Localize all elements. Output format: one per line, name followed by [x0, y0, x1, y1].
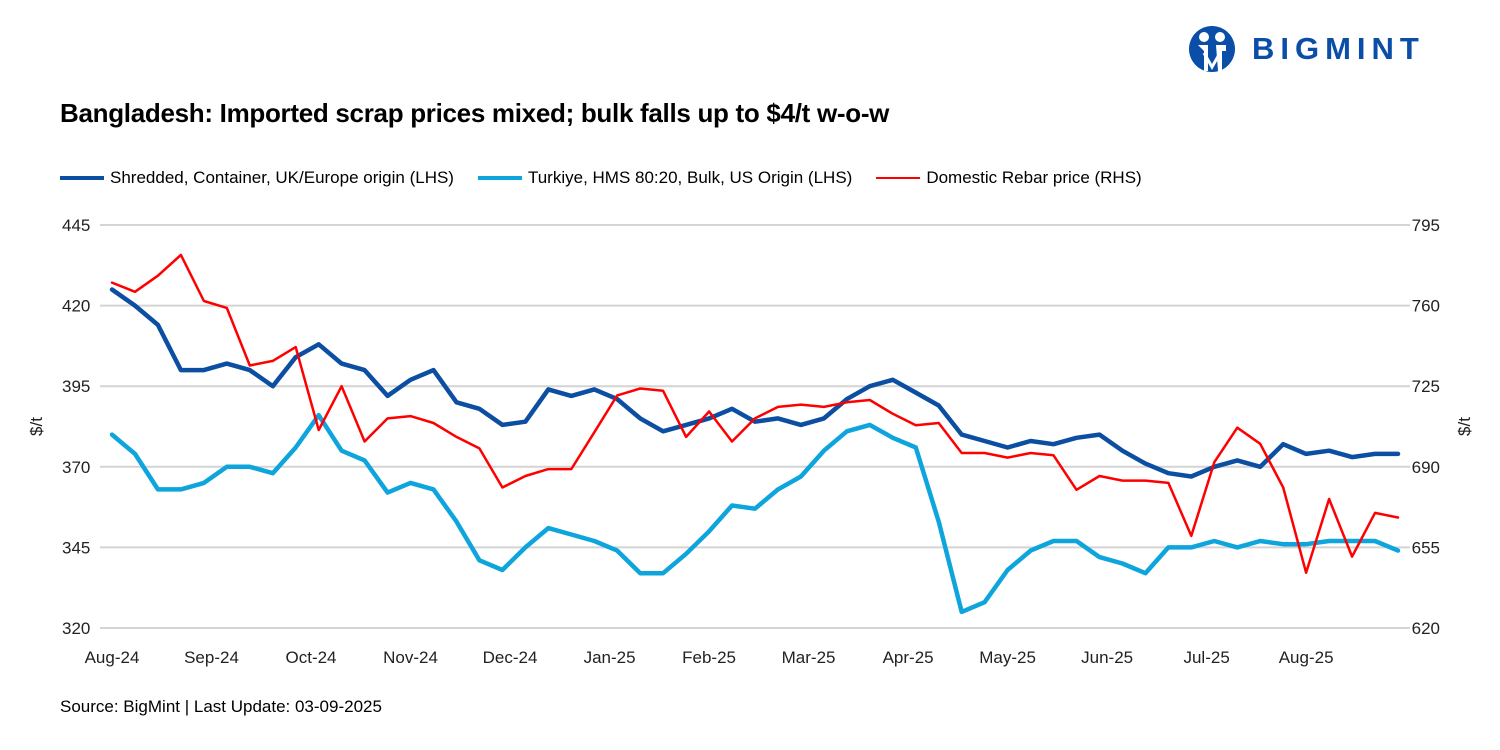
y-tick-label-right: 655 — [1412, 538, 1440, 557]
legend-label: Turkiye, HMS 80:20, Bulk, US Origin (LHS… — [527, 168, 853, 187]
legend-swatch — [876, 177, 921, 179]
x-tick-label: Sep-24 — [184, 648, 239, 667]
x-tick-label: Jan-25 — [584, 648, 636, 667]
x-tick-label: Apr-25 — [883, 648, 934, 667]
x-tick-label: Aug-24 — [85, 648, 140, 667]
x-tick-label: Mar-25 — [782, 648, 836, 667]
bigmint-logo: BIGMINT — [1186, 25, 1425, 73]
x-tick-label: Dec-24 — [483, 648, 538, 667]
legend-item-turkiye: Turkiye, HMS 80:20, Bulk, US Origin (LHS… — [477, 168, 853, 188]
y-tick-label-right: 690 — [1412, 458, 1440, 477]
legend-swatch — [477, 176, 522, 180]
x-tick-label: Jun-25 — [1081, 648, 1133, 667]
x-tick-label: Oct-24 — [286, 648, 337, 667]
y-tick-label-left: 395 — [62, 377, 90, 396]
y-tick-label-left: 420 — [62, 297, 90, 316]
y-tick-label-left: 320 — [62, 619, 90, 638]
series-line-3 — [110, 253, 1400, 574]
legend-swatch — [60, 176, 104, 180]
x-tick-label: Feb-25 — [682, 648, 736, 667]
y-tick-label-right: 795 — [1412, 216, 1440, 235]
legend: Shredded, Container, UK/Europe origin (L… — [60, 168, 1142, 188]
x-tick-label: Aug-25 — [1279, 648, 1334, 667]
series-line-2 — [109, 412, 1401, 615]
legend-item-rebar: Domestic Rebar price (RHS) — [876, 168, 1142, 188]
x-tick-label: Jul-25 — [1183, 648, 1229, 667]
source-note: Source: BigMint | Last Update: 03-09-202… — [60, 697, 382, 716]
y-tick-label-left: 445 — [62, 216, 90, 235]
chart-title: Bangladesh: Imported scrap prices mixed;… — [60, 98, 890, 128]
legend-label: Shredded, Container, UK/Europe origin (L… — [110, 168, 454, 187]
bigmint-logo-icon — [1189, 26, 1235, 72]
x-tick-label: May-25 — [979, 648, 1036, 667]
y-tick-label-right: 760 — [1412, 297, 1440, 316]
y-axis-label-left: $/t — [27, 417, 46, 436]
legend-label: Domestic Rebar price (RHS) — [926, 168, 1142, 187]
y-tick-label-right: 725 — [1412, 377, 1440, 396]
y-axis-label-right: $/t — [1455, 417, 1474, 436]
legend-item-shredded: Shredded, Container, UK/Europe origin (L… — [60, 168, 454, 188]
y-tick-label-left: 345 — [62, 538, 90, 557]
logo-text: BIGMINT — [1252, 31, 1425, 66]
y-tick-label-left: 370 — [62, 458, 90, 477]
y-tick-label-right: 620 — [1412, 619, 1440, 638]
x-tick-label: Nov-24 — [383, 648, 438, 667]
